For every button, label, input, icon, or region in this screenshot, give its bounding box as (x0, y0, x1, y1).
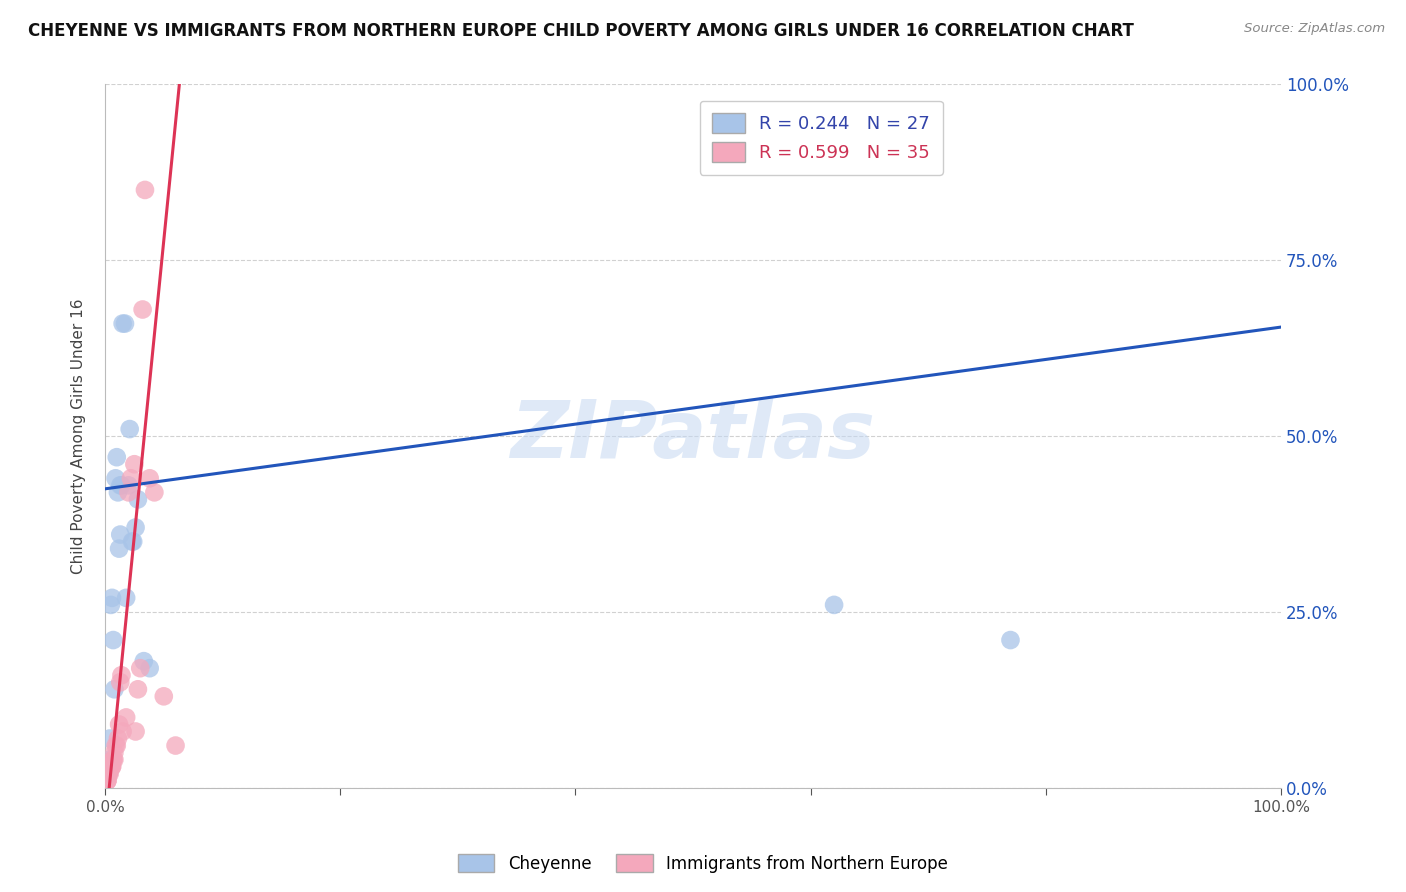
Point (110, 668, 132, 682)
Point (96, 773, 118, 788)
Point (98, 731, 121, 746)
Point (115, 591, 138, 605)
Point (105, 450, 128, 465)
Point (152, 690, 174, 704)
Legend: R = 0.244   N = 27, R = 0.599   N = 35: R = 0.244 N = 27, R = 0.599 N = 35 (700, 101, 942, 175)
Point (101, 759, 124, 773)
Point (143, 485, 166, 500)
Point (110, 527, 132, 541)
Point (96, 773, 118, 788)
Point (823, 598, 845, 612)
Point (121, 534, 143, 549)
Point (107, 731, 129, 746)
Text: CHEYENNE VS IMMIGRANTS FROM NORTHERN EUROPE CHILD POVERTY AMONG GIRLS UNDER 16 C: CHEYENNE VS IMMIGRANTS FROM NORTHERN EUR… (28, 22, 1135, 40)
Point (100, 759, 122, 773)
Point (104, 471, 127, 485)
Point (104, 739, 127, 753)
Point (129, 661, 152, 675)
Point (131, 302, 153, 317)
Point (1000, 633, 1022, 648)
Point (98, 759, 121, 773)
Point (111, 317, 134, 331)
Text: ZIPatlas: ZIPatlas (510, 397, 876, 475)
Point (97, 766, 120, 780)
Point (127, 492, 149, 507)
Point (103, 753, 125, 767)
Point (101, 759, 124, 773)
Y-axis label: Child Poverty Among Girls Under 16: Child Poverty Among Girls Under 16 (72, 298, 86, 574)
Point (98, 753, 121, 767)
Point (111, 724, 134, 739)
Point (120, 471, 142, 485)
Point (96, 773, 118, 788)
Point (100, 759, 122, 773)
Point (110, 675, 132, 690)
Point (124, 724, 146, 739)
Point (97, 766, 120, 780)
Text: Source: ZipAtlas.com: Source: ZipAtlas.com (1244, 22, 1385, 36)
Point (122, 534, 145, 549)
Point (117, 478, 139, 492)
Point (103, 753, 125, 767)
Point (103, 682, 125, 697)
Point (108, 717, 131, 731)
Point (132, 654, 155, 668)
Point (103, 633, 125, 648)
Legend: Cheyenne, Immigrants from Northern Europe: Cheyenne, Immigrants from Northern Europ… (451, 847, 955, 880)
Point (118, 422, 141, 436)
Point (98, 766, 121, 780)
Point (124, 520, 146, 534)
Point (100, 598, 122, 612)
Point (115, 710, 138, 724)
Point (107, 485, 129, 500)
Point (110, 478, 132, 492)
Point (134, 183, 156, 197)
Point (114, 317, 136, 331)
Point (127, 682, 149, 697)
Point (138, 661, 160, 675)
Point (110, 478, 132, 492)
Point (165, 739, 187, 753)
Point (101, 591, 124, 605)
Point (138, 471, 160, 485)
Point (97, 766, 120, 780)
Point (103, 746, 125, 760)
Point (103, 753, 125, 767)
Point (105, 739, 128, 753)
Point (108, 541, 131, 556)
Point (117, 485, 139, 500)
Point (124, 457, 146, 471)
